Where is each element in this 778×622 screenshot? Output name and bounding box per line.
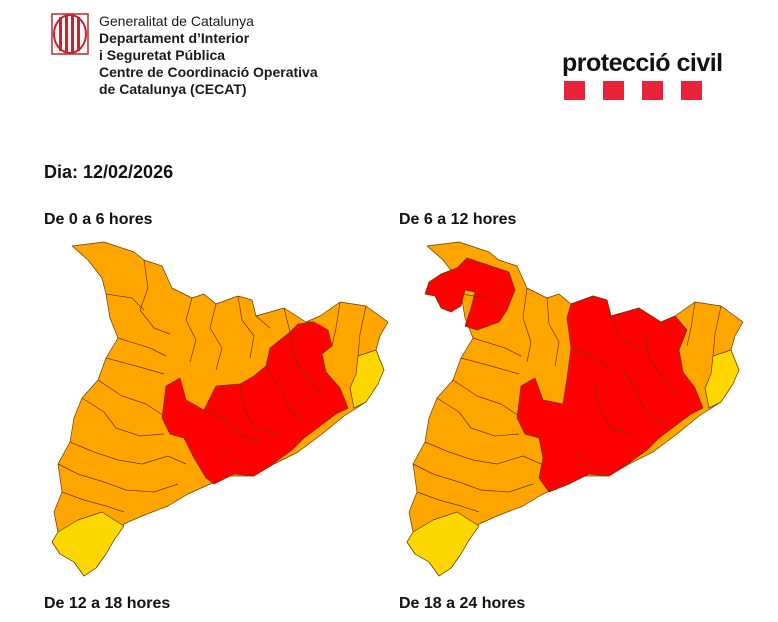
region-costa-brava bbox=[349, 349, 385, 409]
period-label-12-18: De 12 a 18 hores bbox=[44, 595, 171, 612]
generalitat-logo-icon bbox=[50, 12, 90, 56]
org-line-4: Centre de Coordinació Operativa bbox=[99, 64, 318, 80]
brand-squares-icon bbox=[564, 81, 723, 100]
region-pyrenees-red bbox=[424, 257, 516, 331]
brand-title: protecció civil bbox=[562, 49, 723, 77]
organization-name: Generalitat de Catalunya Departament d’I… bbox=[99, 13, 318, 98]
region-central-red bbox=[516, 295, 704, 493]
map-6-12-hores bbox=[406, 241, 744, 577]
proteccio-civil-logo: protecció civil bbox=[562, 50, 723, 100]
period-label-0-6: De 0 a 6 hores bbox=[44, 211, 153, 228]
period-label-18-24: De 18 a 24 hores bbox=[399, 595, 526, 612]
region-costa-brava bbox=[704, 349, 740, 409]
org-line-2: Departament d’Interior bbox=[99, 30, 250, 46]
map-0-6-hores bbox=[51, 241, 389, 577]
day-label: Dia: 12/02/2026 bbox=[44, 162, 174, 182]
org-line-5: de Catalunya (CECAT) bbox=[99, 81, 247, 97]
region-terres-ebre bbox=[406, 511, 480, 577]
org-line-1: Generalitat de Catalunya bbox=[99, 13, 254, 29]
period-label-6-12: De 6 a 12 hores bbox=[399, 211, 517, 228]
region-terres-ebre bbox=[51, 511, 125, 577]
org-line-3: i Seguretat Pública bbox=[99, 47, 226, 63]
region-central-red bbox=[161, 321, 349, 485]
